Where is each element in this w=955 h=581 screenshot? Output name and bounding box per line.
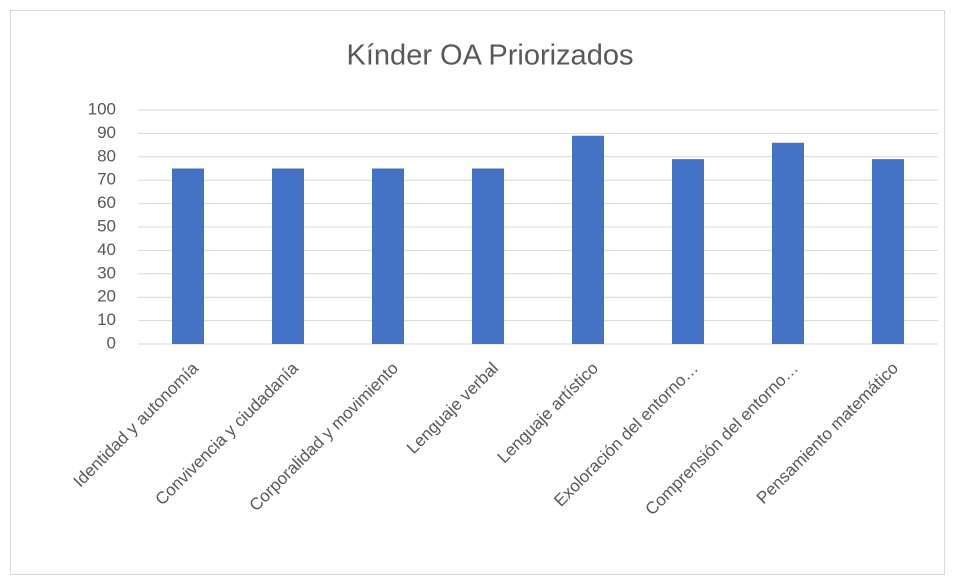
y-tick-label: 50 <box>97 216 116 235</box>
bar <box>572 135 604 344</box>
bar <box>372 168 404 344</box>
bar <box>472 168 504 344</box>
bar <box>172 168 204 344</box>
y-tick-label: 90 <box>97 123 116 142</box>
y-tick-label: 10 <box>97 310 116 329</box>
bar <box>272 168 304 344</box>
y-tick-label: 0 <box>107 333 116 352</box>
bar <box>672 159 704 344</box>
y-tick-label: 70 <box>97 170 116 189</box>
bar <box>872 159 904 344</box>
y-tick-label: 80 <box>97 146 116 165</box>
y-tick-label: 30 <box>97 263 116 282</box>
bar <box>772 142 804 344</box>
y-tick-label: 60 <box>97 193 116 212</box>
y-tick-label: 20 <box>97 287 116 306</box>
y-tick-label: 40 <box>97 240 116 259</box>
y-tick-label: 100 <box>88 99 116 118</box>
chart-title: Kínder OA Priorizados <box>347 40 634 72</box>
